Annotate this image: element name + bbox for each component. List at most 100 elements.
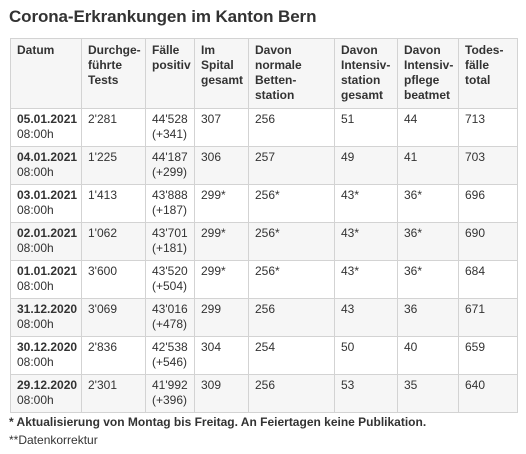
table-row: 05.01.2021 08:00h 2'281 44'528 (+341) 307 … [10, 108, 518, 147]
date-text: 02.01.2021 [17, 226, 78, 240]
column-header-tests: Durchge- führte Tests [81, 38, 146, 109]
time-text: 08:00h [17, 241, 54, 255]
column-header-cases: Fälle positiv [145, 38, 195, 109]
time-text: 08:00h [17, 203, 54, 217]
cases-delta-text: (+504) [152, 279, 188, 293]
cell-normal-ward: 256* [248, 260, 335, 299]
header-line: Tests [88, 73, 119, 87]
cell-hospital: 299 [194, 298, 249, 337]
cell-icu: 51 [334, 108, 398, 147]
cell-cases: 43'701 (+181) [145, 222, 195, 261]
cell-deaths: 703 [458, 146, 518, 185]
table-row: 30.12.2020 08:00h 2'836 42'538 (+546) 304 … [10, 336, 518, 375]
page-title: Corona-Erkrankungen im Kanton Bern [9, 7, 317, 26]
footnote-data-correction: **Datenkorrektur [9, 433, 98, 447]
header-line: station [255, 88, 295, 102]
cell-tests: 1'413 [81, 184, 146, 223]
header-line: Davon [255, 43, 292, 57]
table-row: 02.01.2021 08:00h 1'062 43'701 (+181) 299*… [10, 222, 518, 261]
date-text: 03.01.2021 [17, 188, 78, 202]
header-line: Spital [201, 58, 234, 72]
date-text: 29.12.2020 [17, 378, 78, 392]
cell-deaths: 684 [458, 260, 518, 299]
cell-hospital: 307 [194, 108, 249, 147]
header-line: Intensiv- [341, 58, 391, 72]
header-line: fälle [465, 58, 490, 72]
table-row: 29.12.2020 08:00h 2'301 41'992 (+396) 309 … [10, 374, 518, 413]
cases-text: 43'888 [152, 188, 188, 202]
cell-ventilated: 36* [397, 184, 459, 223]
header-line: positiv [152, 58, 191, 72]
cases-delta-text: (+181) [152, 241, 188, 255]
column-header-normal-ward: Davon normale Betten- station [248, 38, 335, 109]
cell-ventilated: 36* [397, 260, 459, 299]
cell-deaths: 659 [458, 336, 518, 375]
cell-tests: 2'281 [81, 108, 146, 147]
header-line: Davon [404, 43, 441, 57]
cases-delta-text: (+299) [152, 165, 188, 179]
cell-date: 05.01.2021 08:00h [10, 108, 82, 147]
cell-icu: 43* [334, 222, 398, 261]
footnote-update-schedule: * Aktualisierung von Montag bis Freitag.… [9, 415, 427, 429]
cell-tests: 1'062 [81, 222, 146, 261]
table-row: 04.01.2021 08:00h 1'225 44'187 (+299) 306 … [10, 146, 518, 185]
table-row: 01.01.2021 08:00h 3'600 43'520 (+504) 299*… [10, 260, 518, 299]
cell-deaths: 690 [458, 222, 518, 261]
cases-text: 42'538 [152, 340, 188, 354]
cell-deaths: 713 [458, 108, 518, 147]
cell-hospital: 309 [194, 374, 249, 413]
date-text: 31.12.2020 [17, 302, 78, 316]
column-header-deaths: Todes- fälle total [458, 38, 518, 109]
cell-icu: 43 [334, 298, 398, 337]
cases-text: 44'187 [152, 150, 188, 164]
cases-text: 44'528 [152, 112, 188, 126]
cell-hospital: 299* [194, 260, 249, 299]
cell-deaths: 671 [458, 298, 518, 337]
date-text: 05.01.2021 [17, 112, 78, 126]
cell-ventilated: 40 [397, 336, 459, 375]
header-line: Betten- [255, 73, 297, 87]
time-text: 08:00h [17, 355, 54, 369]
header-line: station [341, 73, 381, 87]
cell-normal-ward: 257 [248, 146, 335, 185]
cell-date: 31.12.2020 08:00h [10, 298, 82, 337]
cases-delta-text: (+478) [152, 317, 188, 331]
header-line: normale [255, 58, 302, 72]
cell-deaths: 696 [458, 184, 518, 223]
cell-icu: 50 [334, 336, 398, 375]
header-line: führte [88, 58, 122, 72]
cell-hospital: 304 [194, 336, 249, 375]
cell-icu: 49 [334, 146, 398, 185]
cases-text: 43'016 [152, 302, 188, 316]
cases-delta-text: (+396) [152, 393, 188, 407]
cell-ventilated: 44 [397, 108, 459, 147]
header-line: Datum [17, 43, 55, 57]
cell-ventilated: 35 [397, 374, 459, 413]
cell-cases: 43'016 (+478) [145, 298, 195, 337]
cell-icu: 43* [334, 184, 398, 223]
cell-normal-ward: 256* [248, 222, 335, 261]
cell-date: 04.01.2021 08:00h [10, 146, 82, 185]
cases-text: 43'520 [152, 264, 188, 278]
cell-normal-ward: 256 [248, 374, 335, 413]
cell-tests: 1'225 [81, 146, 146, 185]
cell-deaths: 640 [458, 374, 518, 413]
column-header-datum: Datum [10, 38, 82, 109]
time-text: 08:00h [17, 165, 54, 179]
header-line: Davon [341, 43, 378, 57]
cell-tests: 2'301 [81, 374, 146, 413]
cell-hospital: 299* [194, 184, 249, 223]
header-line: Fälle [152, 43, 180, 57]
cell-cases: 44'187 (+299) [145, 146, 195, 185]
time-text: 08:00h [17, 127, 54, 141]
header-line: beatmet [404, 88, 451, 102]
cell-normal-ward: 256 [248, 298, 335, 337]
cell-hospital: 299* [194, 222, 249, 261]
cell-ventilated: 36 [397, 298, 459, 337]
header-line: Todes- [465, 43, 504, 57]
column-header-ventilated: Davon Intensiv- pflege beatmet [397, 38, 459, 109]
header-line: Intensiv- [404, 58, 454, 72]
cases-text: 43'701 [152, 226, 188, 240]
cell-date: 29.12.2020 08:00h [10, 374, 82, 413]
cell-cases: 43'520 (+504) [145, 260, 195, 299]
